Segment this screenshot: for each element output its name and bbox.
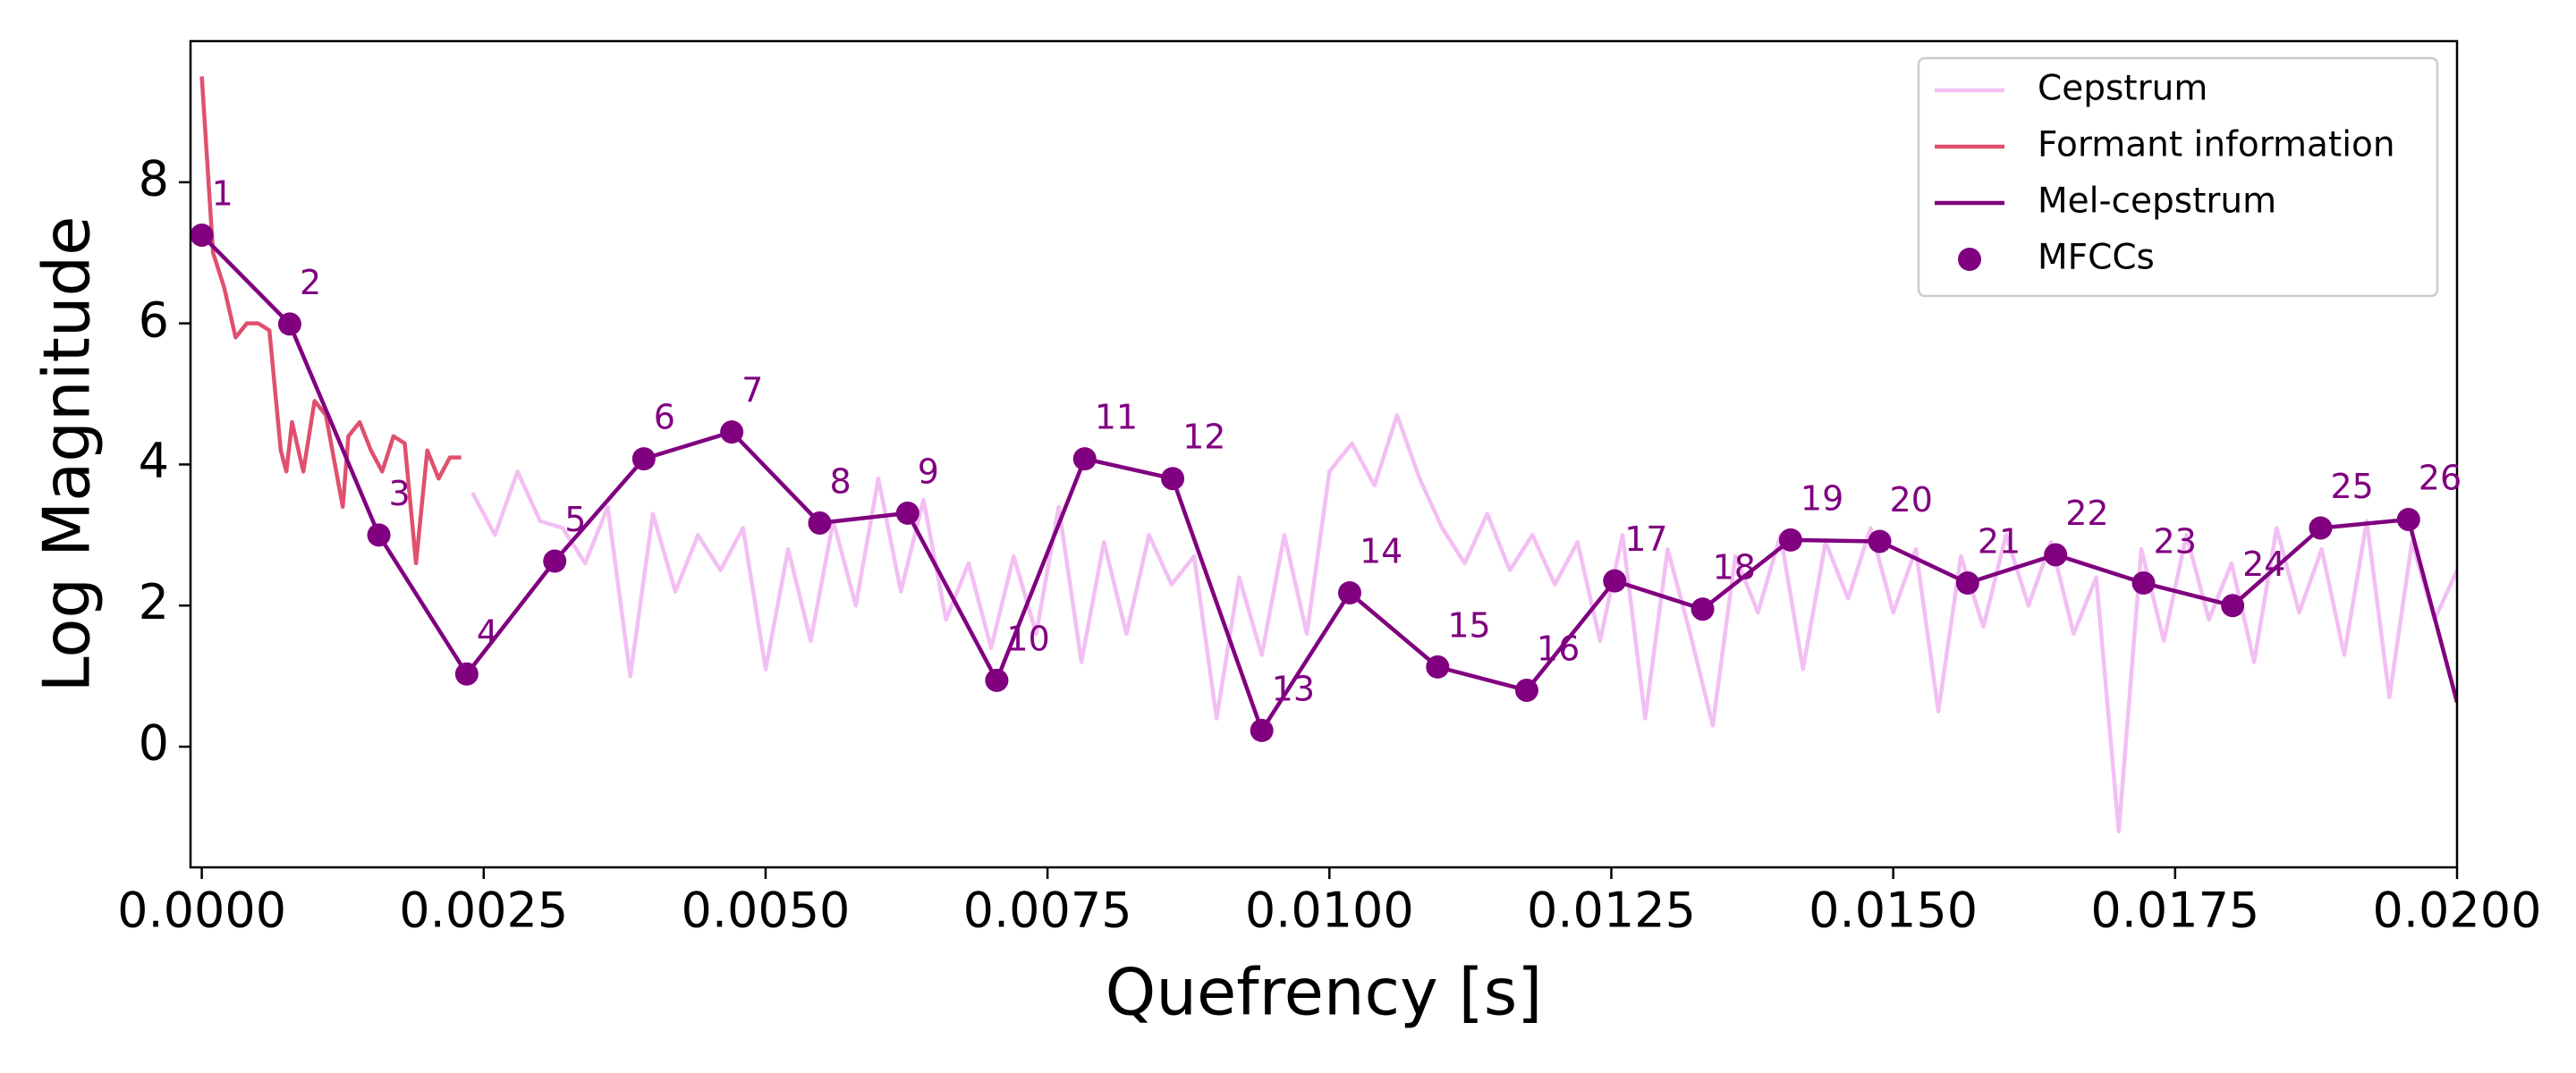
series-line (199, 76, 462, 566)
mfcc-point (2309, 516, 2333, 540)
x-tick-label: 0.0150 (1809, 883, 1978, 939)
x-axis-label: Quefrency [s] (1106, 955, 1543, 1030)
point-label: 16 (1537, 629, 1580, 668)
point-label: 17 (1624, 520, 1667, 559)
mfcc-point (720, 420, 744, 444)
axes-frame (189, 39, 2459, 869)
y-axis-label: Log Magnitude (30, 216, 105, 693)
mfcc-point (631, 447, 656, 471)
mfcc-point (1868, 529, 1892, 553)
legend-label: Formant information (2038, 125, 2395, 165)
mfcc-point (985, 668, 1009, 692)
point-label: 22 (2065, 494, 2108, 533)
mfcc-point (2131, 571, 2156, 596)
mfcc-point (1955, 571, 1979, 596)
point-label: 23 (2154, 522, 2197, 562)
point-label: 12 (1182, 418, 1225, 457)
x-tick-label: 0.0125 (1527, 883, 1696, 939)
point-label: 6 (654, 398, 675, 437)
point-label: 9 (918, 452, 939, 491)
point-label: 5 (564, 500, 586, 539)
mfcc-point (2221, 594, 2245, 618)
mfcc-point (1514, 678, 1538, 702)
y-tick-label: 8 (139, 150, 169, 207)
legend-label: Mel-cepstrum (2038, 182, 2276, 222)
point-label: 4 (477, 613, 498, 652)
mfcc-point (1250, 718, 1274, 742)
mfcc-point (277, 312, 301, 336)
x-tick-label: 0.0075 (963, 883, 1132, 939)
plot-area (191, 76, 2457, 834)
point-label: 8 (829, 461, 851, 501)
mfcc-point (1072, 447, 1097, 471)
point-label: 1 (212, 173, 233, 213)
x-tick-label: 0.0175 (2090, 883, 2259, 939)
mfcc-point (191, 223, 214, 247)
legend-label: MFCCs (2038, 238, 2155, 278)
mfcc-point (2044, 543, 2068, 567)
mfcc-point (1337, 581, 1361, 605)
mfcc-point (1690, 597, 1715, 621)
legend-box (1917, 56, 2439, 298)
mfcc-point (367, 523, 391, 547)
y-tick-label: 0 (139, 715, 169, 772)
x-tick-label: 0.0200 (2373, 883, 2542, 939)
x-tick-label: 0.0025 (399, 883, 568, 939)
y-tick-label: 6 (139, 291, 169, 348)
point-label: 21 (1978, 522, 2021, 562)
point-label: 25 (2330, 467, 2373, 506)
y-tick-label: 4 (139, 433, 169, 489)
point-label: 7 (741, 371, 763, 410)
y-tick-label: 2 (139, 574, 169, 630)
point-label: 19 (1801, 478, 1843, 518)
mfcc-point (1161, 467, 1185, 491)
mfcc-point (2396, 507, 2420, 531)
point-label: 11 (1095, 398, 1138, 437)
mfcc-point (1426, 655, 1450, 679)
point-label: 18 (1713, 548, 1756, 587)
point-label: 13 (1272, 669, 1315, 708)
point-label: 10 (1006, 619, 1049, 658)
legend-marker (1958, 248, 1981, 271)
point-label: 2 (300, 263, 321, 302)
x-tick-label: 0.0100 (1245, 883, 1414, 939)
x-tick-label: 0.0000 (117, 883, 286, 939)
legend: Cepstrum Formant information Mel-cepstrum M… (1917, 56, 2439, 298)
point-label: 20 (1890, 480, 1933, 520)
legend-label: Cepstrum (2038, 69, 2207, 109)
mfcc-point (895, 501, 919, 525)
mfcc-point (1603, 569, 1627, 593)
x-tick-label: 0.0050 (681, 883, 850, 939)
point-label: 3 (389, 474, 411, 513)
point-label: 24 (2242, 545, 2285, 584)
mfcc-point (1778, 528, 1802, 552)
point-label: 14 (1360, 532, 1402, 571)
point-label: 15 (1447, 605, 1490, 645)
mfcc-point (454, 662, 479, 686)
mfcc-point (543, 549, 567, 573)
mfcc-point (808, 511, 832, 535)
series-line (470, 412, 2457, 834)
point-label: 26 (2419, 458, 2462, 497)
